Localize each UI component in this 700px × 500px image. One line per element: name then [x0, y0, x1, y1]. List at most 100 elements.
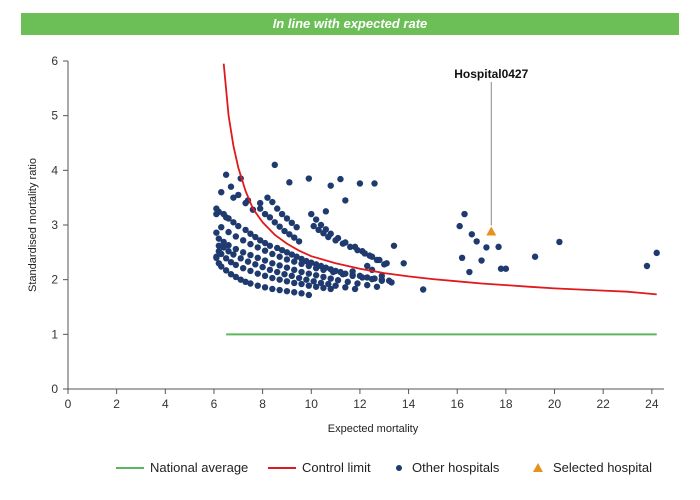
hospital-point	[235, 191, 242, 199]
hospital-point	[364, 262, 371, 270]
hospital-point	[274, 205, 281, 212]
hospital-point	[237, 276, 244, 283]
hospital-point	[283, 215, 291, 222]
hospital-point	[247, 230, 254, 237]
hospital-point	[337, 268, 344, 276]
hospital-point	[254, 254, 261, 261]
hospital-point	[218, 250, 225, 258]
hospital-point	[334, 277, 342, 284]
selected-hospital-group: Hospital0427	[454, 67, 529, 236]
hospital-point	[227, 271, 235, 278]
hospital-point	[261, 272, 269, 280]
hospital-point	[266, 242, 274, 249]
hospital-point	[281, 271, 288, 278]
hospital-point	[230, 194, 237, 201]
hospital-point	[295, 274, 303, 282]
x-tick-label: 24	[645, 397, 659, 411]
legend-national-label: National average	[150, 460, 249, 475]
hospital-point	[291, 289, 298, 296]
y-tick-label: 2	[51, 273, 58, 287]
axes-group	[63, 60, 664, 394]
hospital-point	[215, 242, 223, 249]
hospital-point	[312, 283, 320, 290]
hospital-point	[237, 255, 244, 262]
hospital-point	[213, 229, 220, 236]
y-tick-label: 5	[51, 109, 58, 123]
hospital-point	[400, 260, 407, 267]
hospital-point	[556, 238, 563, 246]
hospital-point	[283, 249, 291, 256]
hospital-point	[322, 226, 330, 233]
hospital-point	[261, 257, 269, 264]
control-limit-swatch	[268, 466, 296, 469]
hospital-point	[288, 219, 296, 227]
selected-hospital-label: Hospital0427	[454, 67, 528, 81]
hospital-point	[291, 258, 298, 265]
hospital-point	[252, 233, 259, 241]
selected-hospital-swatch	[533, 463, 543, 472]
hospital-point	[349, 268, 356, 275]
hospital-point	[232, 273, 240, 281]
hospital-point	[271, 161, 278, 169]
legend-control-label: Control limit	[302, 460, 371, 475]
hospital-point	[227, 258, 235, 266]
hospital-point	[222, 214, 230, 221]
hospital-point	[230, 251, 237, 258]
y-tick-label: 0	[51, 382, 58, 396]
hospital-point	[310, 222, 317, 230]
hospital-point	[215, 235, 223, 242]
hospital-point	[291, 234, 298, 241]
x-tick-label: 12	[353, 397, 367, 411]
hospital-point	[317, 262, 325, 270]
x-tick-label: 8	[259, 397, 266, 411]
x-tick-label: 0	[65, 397, 72, 411]
hospital-point	[356, 180, 364, 187]
hospital-point	[220, 238, 227, 246]
hospital-point	[298, 260, 305, 268]
hospital-point	[342, 197, 349, 204]
hospital-point	[342, 284, 349, 291]
hospital-point	[308, 210, 315, 218]
national-average-swatch	[116, 466, 144, 469]
hospital-point	[291, 266, 298, 274]
hospital-point	[254, 244, 261, 251]
hospital-point	[218, 189, 225, 196]
hospital-point	[332, 282, 339, 289]
hospital-point	[283, 287, 291, 295]
hospital-point	[278, 246, 286, 254]
hospital-point	[351, 285, 359, 293]
hospital-point	[478, 257, 485, 264]
selected-hospital-marker	[486, 226, 497, 236]
hospital-point	[371, 275, 378, 282]
x-tick-label: 6	[211, 397, 218, 411]
hospital-point	[419, 286, 427, 293]
hospital-point	[276, 286, 283, 294]
hospital-point	[305, 270, 313, 277]
hospital-point	[256, 199, 264, 207]
hospital-point	[222, 171, 230, 178]
hospital-point	[351, 243, 359, 251]
hospital-point	[327, 285, 334, 293]
hospital-point	[269, 260, 276, 267]
hospital-point	[315, 226, 322, 234]
hospital-point	[327, 275, 334, 282]
hospital-point	[213, 210, 220, 218]
legend-others-label: Other hospitals	[412, 460, 500, 475]
hospital-point	[269, 285, 276, 293]
hospital-point	[254, 282, 261, 289]
x-tick-label: 16	[451, 397, 465, 411]
hospital-point	[373, 283, 381, 290]
hospital-point	[225, 248, 232, 255]
hospital-point	[312, 272, 320, 279]
hospital-point	[281, 227, 288, 235]
hospital-point	[468, 231, 476, 238]
y-tick-label: 3	[51, 218, 58, 232]
hospital-point	[327, 182, 334, 189]
hospital-point	[232, 245, 240, 253]
hospital-point	[346, 243, 354, 251]
hospital-point	[317, 221, 325, 229]
status-banner: In line with expected rate	[21, 13, 679, 35]
hospital-point	[344, 278, 351, 286]
hospital-point	[373, 256, 381, 264]
hospital-point	[259, 263, 266, 271]
